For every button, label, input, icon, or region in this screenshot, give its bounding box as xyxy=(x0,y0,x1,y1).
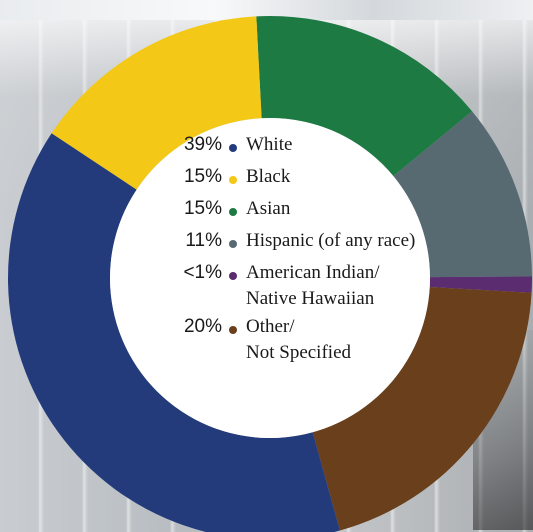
legend-label-line: Hispanic (of any race) xyxy=(246,230,416,251)
legend-label-line: American Indian/ xyxy=(246,262,380,283)
legend-dot-icon xyxy=(229,272,237,280)
legend-dot-icon xyxy=(229,208,237,216)
donut-slice-other-not-specified xyxy=(312,287,532,531)
legend-label-line: White xyxy=(246,134,293,155)
legend-dot-icon xyxy=(229,176,237,184)
legend-dot-icon xyxy=(229,144,237,152)
legend-item: 15% Black xyxy=(150,164,470,196)
legend-label-line: Other/ xyxy=(246,316,295,337)
legend: 39% White 15% Black 15% Asian 11% Hispanic (of … xyxy=(150,132,470,368)
legend-label-line: Native Hawaiian xyxy=(246,288,375,309)
legend-label-line: Not Specified xyxy=(246,342,352,363)
legend-label: Hispanic (of any race) xyxy=(246,228,415,254)
legend-percent: <1% xyxy=(183,262,222,283)
donut-hole xyxy=(110,118,430,438)
donut-slice-asian xyxy=(256,16,473,177)
legend-percent: 11% xyxy=(185,230,222,251)
legend-dot-icon xyxy=(229,240,237,248)
legend-label-line: Black xyxy=(246,166,291,187)
donut-slice-black xyxy=(51,16,262,190)
legend-label: White xyxy=(246,132,292,158)
ceiling-light xyxy=(0,0,533,20)
legend-label: Asian xyxy=(246,196,290,222)
legend-percent: 15% xyxy=(183,166,222,187)
donut-slice-american-indian-native-hawaiian xyxy=(429,276,532,293)
legend-item: 39% White xyxy=(150,132,470,164)
legend-percent: 20% xyxy=(183,316,222,337)
donut-slice-white xyxy=(8,133,340,532)
legend-percent: 15% xyxy=(183,198,222,219)
legend-item: 15% Asian xyxy=(150,196,470,228)
donut-slice-hispanic-of-any-race xyxy=(393,111,532,278)
legend-label: Black xyxy=(246,164,290,190)
legend-item: 20% Other/Not Specified xyxy=(150,314,470,368)
legend-item: 11% Hispanic (of any race) xyxy=(150,228,470,260)
legend-item: <1% American Indian/Native Hawaiian xyxy=(150,260,470,314)
legend-label: American Indian/Native Hawaiian xyxy=(246,260,379,312)
legend-percent: 39% xyxy=(183,134,222,155)
legend-label: Other/Not Specified xyxy=(246,314,351,366)
legend-label-line: Asian xyxy=(246,198,291,219)
legend-dot-icon xyxy=(229,326,237,334)
